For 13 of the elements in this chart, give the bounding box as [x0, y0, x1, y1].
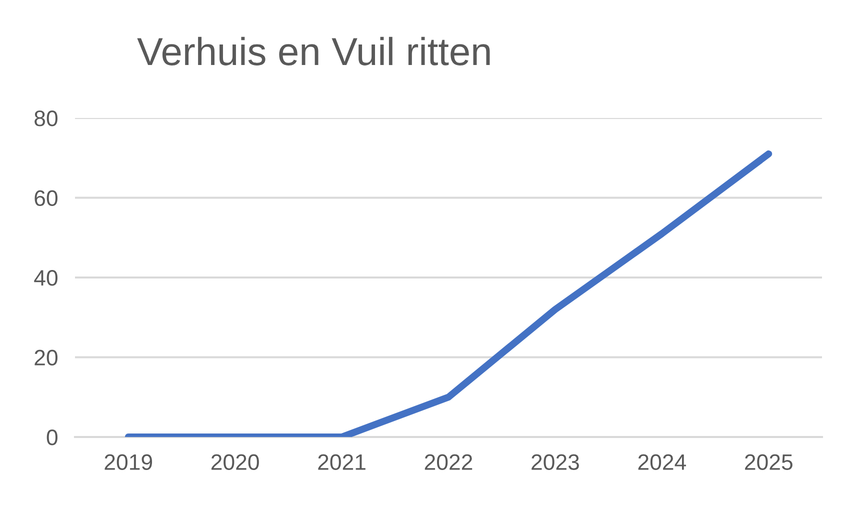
x-tick-label: 2019 [104, 454, 152, 470]
chart-title: Verhuis en Vuil ritten [137, 36, 490, 66]
x-tick-label: 2023 [532, 454, 579, 470]
y-tick-label: 80 [34, 110, 58, 126]
y-tick-label: 0 [46, 430, 58, 446]
y-tick-label: 20 [34, 350, 58, 366]
y-tick-label: 60 [34, 190, 58, 206]
y-tick-label: 40 [34, 270, 58, 286]
x-tick-label: 2022 [424, 454, 472, 470]
x-tick-label: 2024 [638, 454, 686, 470]
x-tick-label: 2025 [745, 454, 792, 470]
x-tick-label: 2021 [318, 454, 366, 470]
x-tick-label: 2020 [211, 454, 259, 470]
